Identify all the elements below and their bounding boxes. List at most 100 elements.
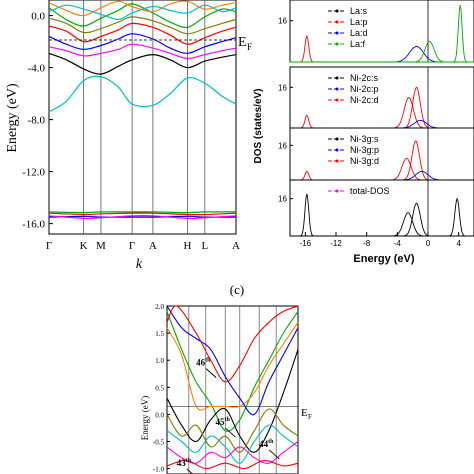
legend-label: La:p [350,17,368,27]
k-point-label: L [201,240,208,252]
dos-curve [290,46,474,63]
legend-marker [335,76,339,80]
k-point-label: H [184,240,192,252]
annotation-arrow [268,449,280,460]
band-index-label: 44th [259,439,274,449]
dos-panel: 16 La:sLa:pLa:dLa:f 16 Ni-2c:sNi-2c:pNi-2c:… [253,0,474,265]
legend-marker [335,42,339,46]
dos-curve [290,157,474,181]
dos-y-axis-label: DOS (states/eV) [253,88,264,163]
kpoint-lines [83,0,206,234]
legend-marker [335,20,339,24]
zoom-y-tick-label: -1.0 [153,466,165,474]
annotation-arrow [186,468,194,474]
legend-marker [335,159,339,163]
zoom-band-line [166,321,299,411]
band-index-sup: th [268,439,274,445]
dos-curve [290,34,474,63]
zoom-plot-frame [166,305,299,474]
legend-label: Ni-2c:d [350,95,379,105]
dos-curve [290,86,474,129]
y-tick-label: 0.0 [31,11,45,23]
dos-subpanel: 16 La:sLa:pLa:dLa:f [278,0,474,63]
dos-y-tick-label: 16 [278,141,287,150]
band-plot-frame [48,0,237,235]
dos-x-axis-label: Energy (eV) [353,253,414,265]
zoom-fermi-label-sub: F [308,413,312,421]
zoom-band-line [166,424,299,464]
band-index-sup: th [225,417,231,423]
legend-marker [335,87,339,91]
band-lines [48,0,237,220]
dos-x-ticks: -16 -12 -8 -4 0 4 [300,232,461,248]
k-point-label: K [80,240,88,252]
k-point-label: Γ [46,240,52,252]
dos-x-tick-label: 0 [426,239,431,248]
dos-x-tick-label: -12 [330,239,342,248]
band-line [48,16,237,35]
zoom-kpoint-lines [167,306,298,474]
zoom-band-line [166,459,299,470]
dos-x-tick-label: -16 [300,239,312,248]
zoom-y-tick-label: 0.0 [155,411,164,419]
band-line [48,0,237,17]
y-tick-label: -8.0 [28,115,46,127]
band-index-label: 45th [216,417,231,427]
band-y-axis-label: Energy (eV) [5,83,20,153]
zoom-y-tick-label: 2.0 [155,303,164,311]
dos-curve [290,140,474,181]
legend-marker [335,9,339,13]
dos-y-tick-label: 16 [278,17,287,26]
band-index-label: 43th [177,458,192,468]
k-point-label: Γ [129,240,135,252]
zoom-y-tick-label: 0.5 [155,384,164,392]
legend-label: La:s [350,6,368,16]
zoom-y-tick-label: 1.5 [155,330,164,338]
band-line [48,214,237,220]
zoom-band-line [166,305,299,416]
dos-curve [290,212,474,237]
legend-label: total-DOS [350,186,390,196]
zoom-band-line [166,305,299,383]
fermi-label-sub: F [247,42,252,52]
legend-marker [335,148,339,152]
dos-subpanel-frame [289,0,474,63]
panel-label-c: (c) [230,282,244,297]
legend-marker [335,189,339,193]
k-point-label: A [149,240,157,252]
dos-curve [290,193,474,237]
zoom-fermi-label: E [301,407,308,419]
legend-label: Ni-3g:s [350,134,379,144]
band-line [48,33,237,54]
dos-x-tick-label: -8 [363,239,371,248]
legend-marker [335,31,339,35]
zoom-y-tick-label: 1.0 [155,357,164,365]
zoom-band-line [166,441,299,464]
band-line [48,4,237,21]
band-line [48,22,237,45]
band-index-label: 46th [196,358,211,368]
dos-subpanel: 16 Ni-2c:sNi-2c:pNi-2c:d [278,66,474,129]
dos-subpanel-frame [289,127,474,181]
zoom-band-panel: 2.0 1.5 1.0 0.5 0.0 -0.5 -1.0 46th 45th 44th 43th… [140,303,312,474]
zoom-band-lines [166,305,299,470]
y-tick-label: -16.0 [22,219,45,231]
dos-subpanel: 16 Ni-3g:sNi-3g:pNi-3g:d [278,127,474,181]
zoom-band-line [166,408,299,453]
dos-curve [290,170,474,181]
band-line [48,215,237,218]
band-x-axis-label: k [136,257,143,272]
band-line [48,212,237,216]
legend-label: La:f [350,39,366,49]
dos-curve [290,96,474,129]
dos-curve [290,202,474,237]
legend-label: La:d [350,28,368,38]
zoom-y-axis-label: Energy (eV) [140,396,150,441]
y-ticks: 0.0 -4.0 -8.0 -12.0 -16.0 [22,11,53,231]
dos-y-tick-label: 16 [278,83,287,92]
dos-curve [290,114,474,129]
legend-label: Ni-2c:s [350,73,379,83]
band-line [48,211,237,214]
